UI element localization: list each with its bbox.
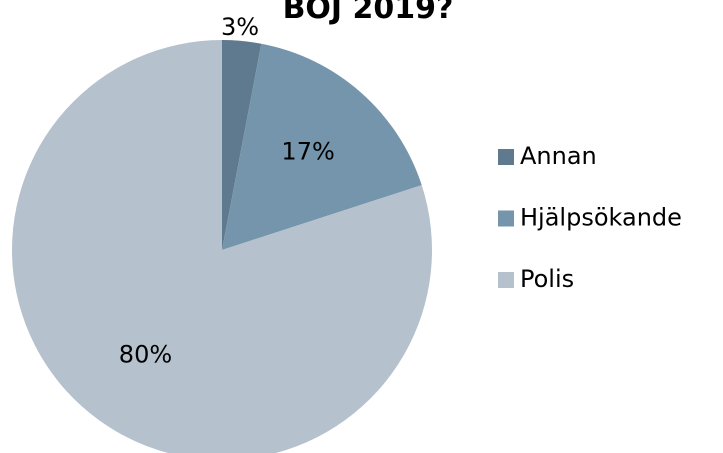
legend-swatch — [498, 210, 514, 227]
chart-title: BOJ 2019? — [283, 0, 454, 26]
data-label: 17% — [281, 137, 334, 165]
data-label: 3% — [221, 13, 259, 41]
legend-label: Hjälpsökande — [520, 204, 682, 232]
legend-swatch — [498, 149, 514, 165]
legend-label: Annan — [520, 142, 597, 170]
legend-label: Polis — [520, 265, 574, 293]
legend-swatch — [498, 272, 514, 288]
pie-slice — [222, 40, 262, 250]
pie-slice — [12, 40, 432, 453]
data-label: 80% — [119, 340, 172, 368]
pie-slice — [222, 43, 422, 250]
